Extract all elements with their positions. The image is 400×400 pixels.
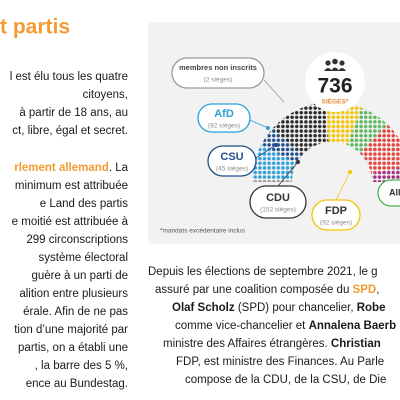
center-disc [305,52,365,112]
text-line: assuré par une coalition composée du SPD… [155,284,383,296]
text-line: ministre des Affaires étrangères. Christ… [163,338,384,350]
party-seats: (152 sièges) [260,207,296,214]
party-name: AfD [214,108,234,120]
people-icon [324,58,346,71]
seat-group [272,102,329,156]
text-line: érale. Afin de ne pas [23,306,128,318]
party-name: FDP [325,205,347,217]
text-line: ence au Bundestag. [26,378,128,390]
text-line: tion d’une majorité par [14,324,128,336]
footnote: *mandats excédentaire inclus [160,228,246,235]
text-line: partis, on a établi une [18,342,128,354]
text-span: ministre des Affaires étrangères. [163,338,331,350]
party-seats: (82 sièges) [208,123,240,130]
highlight: rlement allemand [14,162,109,174]
text-line: citoyens, [83,89,128,101]
text-line: comme vice-chancelier et Annalena Baerb [175,320,396,332]
text-line: système électoral [39,252,128,264]
right-column: Depuis les élections de septembre 2021, … [148,266,396,386]
text-line: FDP, est ministre des Finances. Au Parle [176,356,384,368]
label-name: membres non inscrits [179,63,257,72]
text-span: comme vice-chancelier et [175,320,309,332]
connector [249,119,269,129]
label-box [197,103,251,133]
connector [263,79,285,103]
text-span: (SPD) pour chancelier, [235,302,357,314]
seat-diagram: 736 SIÈGES* membres non inscrits (2 sièg… [148,22,400,244]
text-line: guère à un parti de [31,270,128,282]
text-span: , [376,284,382,296]
connector-dot [274,143,278,147]
text-span: assuré par une coalition composée du [155,284,353,296]
connector-dot [266,126,270,130]
text-line: rlement allemand. La [14,162,128,174]
section-title: t partis [0,16,70,39]
label-box [311,199,361,231]
bold-name: Robe [357,302,386,314]
text-line: , la barre des 5 %, [35,360,128,372]
total-label: SIÈGES* [322,97,349,106]
party-name: CDU [266,192,290,204]
highlight: SPD [353,284,377,296]
text-line: ct, libre, égal et secret. [12,125,128,137]
party-seats: (45 sièges) [216,166,248,173]
label-box [207,145,257,177]
bold-name: Christian [331,338,384,350]
left-column: l est élu tous les quatre citoyens, à pa… [10,71,129,390]
hemicycle [252,102,400,182]
seat-group [261,128,303,164]
seat-group [325,102,362,145]
text-span: . La [109,162,129,174]
bold-name: Olaf Scholz [172,302,235,314]
text-line: 299 circonscriptions [26,234,128,246]
label-seats: (2 sièges) [204,77,233,84]
text-line: compose de la CDU, de la CSU, de Die [185,374,386,386]
party-name: All [389,187,400,197]
label-box [171,57,265,89]
party-seats: (92 sièges) [320,220,352,227]
text-line: à partir de 18 ans, au [19,107,128,119]
connector [277,161,299,187]
total-seats: 736 [317,75,352,98]
text-line: l est élu tous les quatre [10,71,128,83]
label-box [377,179,400,207]
text-line: e moitié est attribuée à [12,216,129,228]
seat-group [346,107,388,154]
text-line: e Land des partis [40,198,128,210]
party-name: CSU [220,151,243,163]
seat-group [371,167,400,182]
bold-name: Annalena Baerb [309,320,397,332]
connector-dot [348,170,352,174]
text-line: Depuis les élections de septembre 2021, … [148,266,378,278]
seat-group [359,124,400,174]
connector-dot [296,160,300,164]
text-line: alition entre plusieurs [19,288,128,300]
text-line: Olaf Scholz (SPD) pour chancelier, Robe [172,302,385,314]
connector [255,144,277,159]
text-line: minimum est attribuée [15,180,128,192]
connector [335,171,351,201]
label-box [249,185,307,219]
